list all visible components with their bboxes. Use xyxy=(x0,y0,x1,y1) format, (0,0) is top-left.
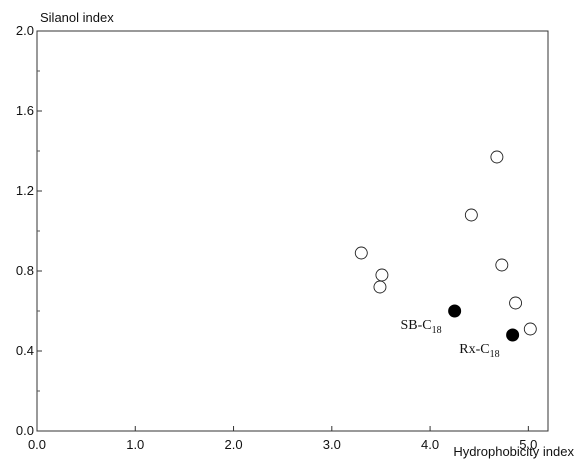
x-tick-label: 3.0 xyxy=(323,437,341,452)
y-tick-label: 2.0 xyxy=(16,23,34,38)
x-tick-label: 4.0 xyxy=(421,437,439,452)
x-tick-label: 1.0 xyxy=(126,437,144,452)
y-tick-label: 0.4 xyxy=(16,343,34,358)
x-tick-label: 0.0 xyxy=(28,437,46,452)
open-data-point xyxy=(373,280,387,294)
y-tick-label: 0.8 xyxy=(16,263,34,278)
x-axis-label: Hydrophobicity index xyxy=(453,444,574,459)
y-axis-label: Silanol index xyxy=(40,10,114,25)
plot-frame xyxy=(36,30,549,432)
open-data-point xyxy=(375,268,389,282)
open-data-point xyxy=(464,208,478,222)
filled-data-point xyxy=(448,304,462,318)
data-point-label-subscript: 18 xyxy=(490,349,500,360)
filled-data-point xyxy=(506,328,520,342)
y-tick-label: 0.0 xyxy=(16,423,34,438)
open-data-point xyxy=(509,296,523,310)
open-data-point xyxy=(490,150,504,164)
axis-ticks: 0.0 1.0 2.0 3.0 4.0 5.0 0.0 0.4 0.8 1.2 1.6 2.0 xyxy=(16,23,537,452)
open-data-point xyxy=(523,322,537,336)
y-tick-label: 1.2 xyxy=(16,183,34,198)
x-tick-label: 5.0 xyxy=(519,437,537,452)
y-tick-label: 1.6 xyxy=(16,103,34,118)
data-point-label-subscript: 18 xyxy=(432,325,442,336)
open-data-point xyxy=(495,258,509,272)
x-tick-label: 2.0 xyxy=(224,437,242,452)
data-point-label: SB-C18 xyxy=(401,318,442,336)
data-point-label: Rx-C18 xyxy=(459,342,499,360)
data-points: SB-C18 Rx-C18 xyxy=(354,150,537,360)
open-data-point xyxy=(354,246,368,260)
